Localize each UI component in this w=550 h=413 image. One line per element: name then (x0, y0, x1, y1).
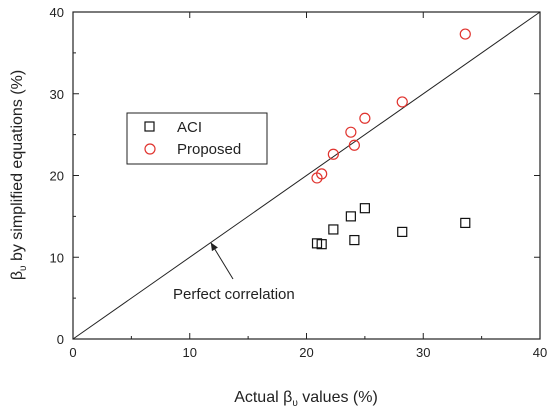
perfect-correlation-line (72, 11, 541, 340)
point-proposed-5 (359, 112, 371, 124)
y-tick-label: 30 (50, 87, 64, 102)
point-aci-5 (359, 203, 370, 214)
legend-label-proposed: Proposed (177, 141, 241, 158)
axis-ticks: 0 10 20 30 40 0 10 20 30 40 (50, 5, 548, 360)
legend-label-aci: ACI (177, 119, 202, 136)
annotation-text: Perfect correlation (173, 286, 295, 303)
x-tick-label: 30 (416, 345, 430, 360)
point-proposed-4 (348, 139, 360, 151)
point-aci-6 (397, 226, 408, 238)
point-aci-7 (460, 217, 471, 229)
x-tick-label: 20 (299, 345, 313, 360)
x-tick-label: 10 (183, 345, 197, 360)
x-tick-label: 40 (533, 345, 547, 360)
point-proposed-6 (396, 96, 408, 108)
point-proposed-2 (327, 148, 339, 160)
y-axis-title: βυ by simplified equations (%) (9, 70, 29, 280)
point-aci-1 (316, 239, 327, 250)
point-aci-4 (349, 234, 360, 246)
legend: ACI Proposed (126, 112, 268, 165)
legend-marker-aci (144, 121, 155, 132)
legend-marker-proposed (144, 143, 156, 155)
point-proposed-7 (459, 28, 471, 40)
point-aci-2 (328, 224, 339, 235)
point-proposed-3 (345, 126, 357, 138)
annotation-arrowhead (210, 242, 218, 252)
point-proposed-1 (316, 168, 328, 180)
y-tick-label: 40 (50, 5, 64, 20)
data-markers (311, 28, 471, 250)
y-tick-label: 20 (50, 169, 64, 184)
point-aci-3 (345, 211, 356, 222)
annotation: Perfect correlation (173, 242, 295, 303)
y-tick-label: 10 (50, 250, 64, 265)
y-tick-label: 0 (57, 332, 64, 347)
x-axis-title: Actual βυ values (%) (234, 389, 378, 409)
x-tick-label: 0 (69, 345, 76, 360)
